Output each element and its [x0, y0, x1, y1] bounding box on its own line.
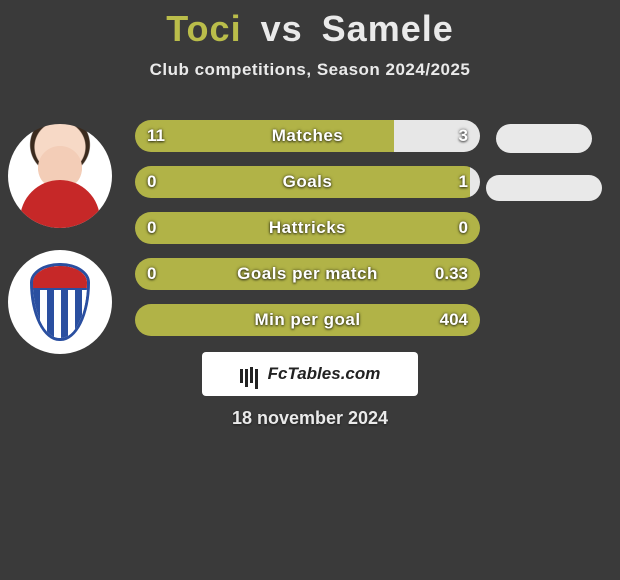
title-player-a: Toci [166, 8, 241, 49]
stat-label: Goals [135, 166, 480, 198]
stat-bar: 113Matches [135, 120, 480, 152]
stat-label: Min per goal [135, 304, 480, 336]
comparison-title: Toci vs Samele [0, 0, 620, 50]
subtitle: Club competitions, Season 2024/2025 [0, 60, 620, 80]
stat-label: Goals per match [135, 258, 480, 290]
stat-label: Hattricks [135, 212, 480, 244]
branding-icon [240, 365, 262, 383]
stat-bar: 00.33Goals per match [135, 258, 480, 290]
title-vs: vs [253, 8, 311, 49]
side-pills [486, 120, 602, 221]
avatar-player-a [8, 124, 112, 228]
avatars [8, 124, 112, 376]
branding-text: FcTables.com [268, 364, 381, 384]
branding-badge: FcTables.com [202, 352, 418, 396]
pill-1 [496, 124, 592, 153]
stat-bar: 404Min per goal [135, 304, 480, 336]
title-player-b: Samele [322, 8, 454, 49]
club-crest-icon [30, 263, 90, 341]
stat-bar: 01Goals [135, 166, 480, 198]
stat-bars: 113Matches 01Goals 00Hattricks 00.33Goals p… [135, 120, 480, 350]
stat-bar: 00Hattricks [135, 212, 480, 244]
avatar-club-a [8, 250, 112, 354]
date-label: 18 november 2024 [0, 408, 620, 429]
pill-2 [486, 175, 602, 201]
stat-label: Matches [135, 120, 480, 152]
